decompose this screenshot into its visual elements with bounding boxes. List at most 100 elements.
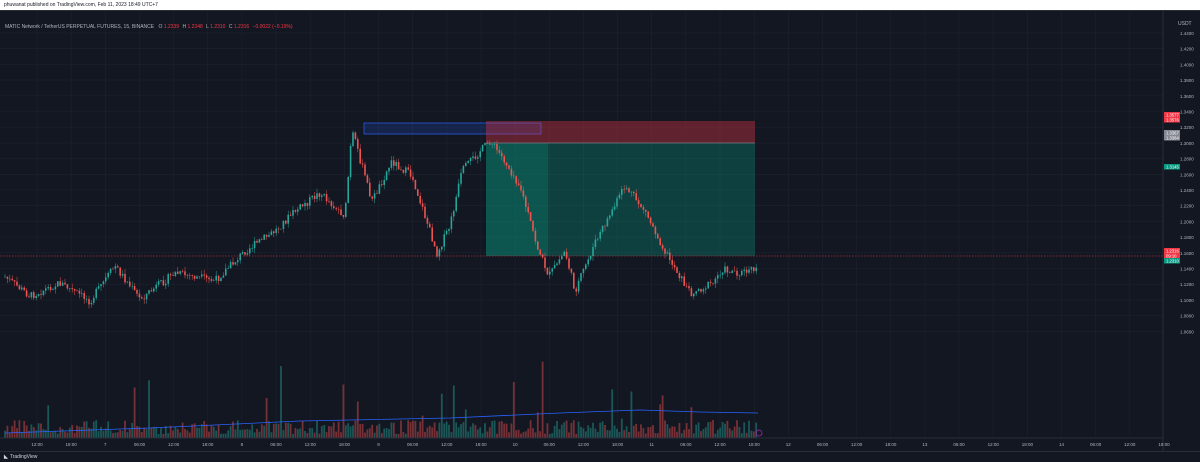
volume-bar — [426, 427, 429, 438]
candle-body — [563, 251, 565, 256]
price-axis-bg — [1163, 11, 1200, 451]
candle-body — [565, 251, 568, 259]
volume-bar — [4, 430, 6, 438]
price-chart[interactable]: USDT 1.4400 1.4200 1.4000 1.3800 1.3600 1.340… — [0, 11, 1200, 451]
candle-body — [198, 276, 201, 278]
candle-body — [484, 143, 486, 146]
price-tick-label: 1.2600 — [1180, 172, 1194, 177]
volume-bar — [361, 423, 364, 438]
volume-bar — [145, 429, 148, 438]
dividend-marker-icon[interactable] — [755, 429, 763, 437]
volume-bar — [344, 425, 347, 438]
take-profit-zone[interactable] — [486, 143, 755, 256]
candle-body — [47, 286, 49, 289]
candle-body — [493, 143, 496, 145]
candle-body — [330, 201, 333, 207]
candle-body — [306, 203, 309, 206]
tradingview-logo[interactable]: ◣ TradingView — [4, 453, 37, 462]
candle-body — [162, 280, 165, 286]
candle-body — [546, 267, 549, 275]
volume-bar — [481, 433, 484, 438]
candle-body — [237, 260, 239, 263]
volume-bar — [265, 398, 268, 438]
candle-body — [481, 145, 484, 152]
volume-bar — [184, 428, 186, 438]
volume-bar — [632, 425, 635, 438]
candle-body — [505, 162, 508, 166]
volume-bar — [52, 431, 54, 438]
time-tick-label: 18:00 — [749, 442, 761, 447]
candle-body — [124, 273, 126, 283]
volume-bar — [284, 422, 287, 438]
volume-bar — [752, 431, 755, 438]
candle-body — [409, 169, 412, 177]
candle-body — [105, 277, 107, 282]
price-tick-label: 1.3600 — [1180, 94, 1194, 99]
candle-body — [251, 248, 253, 249]
price-tag — [1164, 112, 1180, 118]
volume-bar — [68, 427, 71, 438]
volume-bar — [85, 421, 88, 438]
candle-body — [253, 240, 256, 249]
price-tick-label: 1.1000 — [1180, 298, 1194, 303]
volume-bar — [376, 425, 378, 438]
volume-bar — [244, 429, 246, 438]
candle-body — [4, 276, 6, 278]
volume-bar — [354, 420, 357, 438]
volume-bar — [551, 433, 554, 438]
candle-body — [510, 168, 513, 176]
candle-body — [196, 276, 198, 279]
volume-bar — [116, 432, 119, 438]
candle-body — [323, 194, 325, 196]
time-tick-label: 12:00 — [1124, 442, 1136, 447]
volume-bar — [623, 430, 626, 438]
volume-bar — [575, 433, 578, 438]
candle-body — [625, 188, 628, 190]
volume-bar — [486, 431, 489, 438]
stop-loss-zone[interactable] — [486, 121, 755, 143]
candle-body — [321, 195, 323, 197]
candle-body — [189, 275, 191, 276]
candle-body — [241, 252, 244, 254]
supply-zone-box[interactable] — [363, 122, 542, 135]
price-tag-label: 1.3367 — [1166, 130, 1179, 135]
position-zones — [363, 121, 755, 256]
candle-body — [455, 196, 457, 211]
candle-body — [474, 156, 477, 159]
candle-body — [292, 210, 294, 216]
volume-bar — [20, 431, 23, 438]
candle-body — [688, 286, 690, 289]
chart-area[interactable]: USDT 1.4400 1.4200 1.4000 1.3800 1.3600 1.340… — [0, 11, 1200, 451]
candle-body — [95, 288, 97, 298]
price-tag — [1164, 164, 1180, 170]
volume-bar — [100, 426, 102, 438]
volume-bar — [515, 430, 518, 438]
price-tick-label: 1.0800 — [1180, 314, 1194, 319]
volume-bar — [73, 432, 76, 438]
candle-body — [232, 262, 234, 265]
candle-body — [678, 272, 681, 279]
candle-body — [582, 269, 585, 274]
volume-bar — [112, 433, 114, 438]
time-tick-label: 10 — [513, 442, 519, 447]
candle-body — [23, 287, 25, 291]
volume-bar — [469, 426, 472, 438]
volume-bar — [476, 429, 479, 438]
candle-body — [496, 143, 498, 151]
candle-body — [477, 157, 479, 159]
candle-body — [609, 215, 611, 219]
symbol-legend[interactable]: MATIC Network / TetherUS PERPETUAL FUTUR… — [5, 24, 293, 30]
candle-body — [112, 268, 114, 270]
candle-body — [613, 206, 616, 210]
volume-bar — [738, 426, 741, 438]
volume-bar — [330, 426, 333, 438]
high-label: H — [182, 24, 186, 30]
candle-body — [450, 216, 453, 230]
volume-bar — [587, 425, 590, 438]
candle-body — [13, 280, 16, 282]
volume-bar — [436, 431, 438, 438]
volume-bar — [728, 428, 731, 438]
volume-bar — [340, 432, 342, 438]
volume-bar — [496, 433, 498, 438]
candle-body — [645, 209, 647, 212]
